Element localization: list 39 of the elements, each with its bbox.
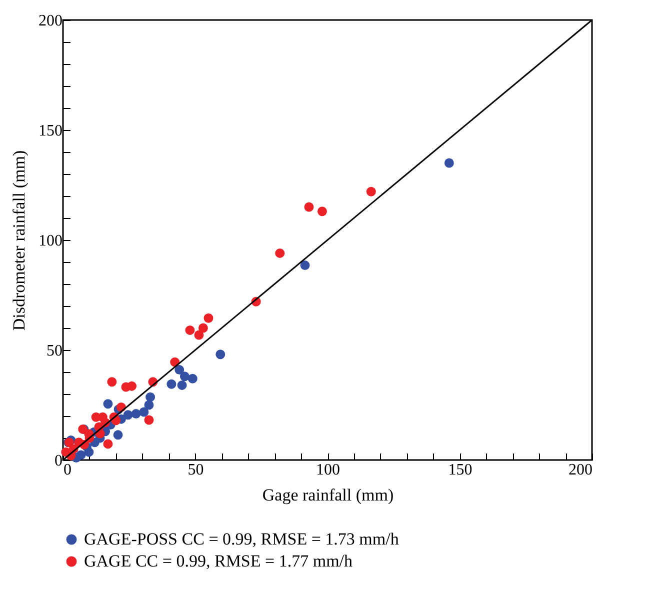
point xyxy=(198,323,208,333)
point xyxy=(300,260,310,270)
y-axis-title: Disdrometer rainfall (mm) xyxy=(10,150,28,331)
point xyxy=(146,392,156,402)
point xyxy=(185,325,195,335)
point xyxy=(107,377,117,387)
point xyxy=(174,365,184,375)
point xyxy=(180,372,190,382)
x-tick-label: 50 xyxy=(188,462,204,478)
y-tick-label: 200 xyxy=(38,12,62,30)
point xyxy=(204,313,214,323)
point xyxy=(103,439,113,449)
y-tick-label: 50 xyxy=(46,342,62,360)
point xyxy=(188,374,198,384)
point xyxy=(131,409,141,419)
x-axis-title: Gage rainfall (mm) xyxy=(262,486,394,504)
point xyxy=(194,330,204,340)
point xyxy=(304,202,314,212)
y-tick-label: 150 xyxy=(38,122,62,140)
point xyxy=(275,248,285,258)
y-tick-label: 100 xyxy=(38,232,62,250)
point xyxy=(103,399,113,409)
point xyxy=(123,410,133,420)
point xyxy=(144,400,154,410)
x-tick-label: 150 xyxy=(448,462,472,478)
point xyxy=(366,186,376,196)
x-tick-label: 100 xyxy=(316,462,340,478)
point xyxy=(127,381,137,391)
point xyxy=(113,430,123,440)
point xyxy=(216,350,226,360)
point xyxy=(317,206,327,216)
x-tick-label: 200 xyxy=(568,462,592,478)
point xyxy=(177,380,187,390)
legend-label: GAGE-POSS CC = 0.99, RMSE = 1.73 mm/h xyxy=(84,530,400,548)
point xyxy=(444,158,454,168)
point xyxy=(166,379,176,389)
point xyxy=(144,415,154,425)
point xyxy=(139,407,149,417)
legend-label: GAGE CC = 0.99, RMSE = 1.77 mm/h xyxy=(84,552,354,570)
